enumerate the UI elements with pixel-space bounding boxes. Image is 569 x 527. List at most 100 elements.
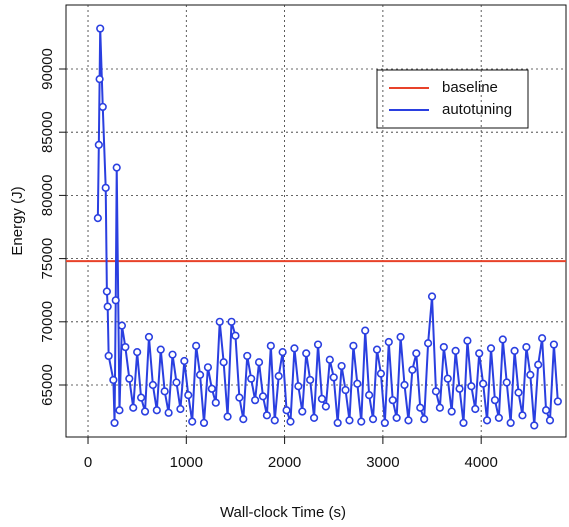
data-point <box>309 413 319 422</box>
data-point <box>227 317 236 326</box>
data-point <box>235 393 244 402</box>
data-point <box>195 370 205 379</box>
data-point <box>286 417 295 426</box>
x-tick-label: 4000 <box>464 454 497 471</box>
data-point <box>215 317 224 326</box>
data-point <box>278 348 287 357</box>
legend-label: baseline <box>442 79 498 96</box>
data-point <box>203 363 213 372</box>
data-point <box>365 391 374 400</box>
data-point <box>321 402 330 411</box>
data-point <box>384 337 393 347</box>
data-point <box>172 378 181 387</box>
data-point <box>254 358 264 367</box>
data-point <box>479 379 488 388</box>
y-tick-label: 70000 <box>39 301 56 343</box>
data-point <box>396 332 405 342</box>
data-point <box>262 411 272 420</box>
legend-box <box>376 69 529 129</box>
data-point <box>368 415 378 424</box>
data-point <box>420 415 429 424</box>
data-point <box>184 391 193 400</box>
data-point <box>482 416 492 425</box>
data-point <box>475 349 484 358</box>
data-point <box>180 356 189 366</box>
data-point <box>104 351 113 361</box>
y-tick-label: 90000 <box>39 48 56 90</box>
data-point <box>313 340 323 349</box>
data-point <box>494 413 503 422</box>
data-point <box>502 378 511 387</box>
data-point <box>412 349 421 358</box>
data-point <box>463 336 472 345</box>
data-point <box>306 375 315 385</box>
data-point <box>416 403 425 412</box>
data-point <box>258 392 268 401</box>
data-point <box>148 380 157 390</box>
data-point <box>325 355 334 364</box>
data-point <box>223 412 232 421</box>
data-point <box>388 396 397 405</box>
data-point <box>156 345 165 354</box>
x-tick-label: 0 <box>84 454 92 471</box>
data-point <box>211 398 220 407</box>
data-point <box>115 406 124 415</box>
data-point <box>329 373 338 382</box>
data-point <box>372 345 382 354</box>
data-point <box>435 403 444 412</box>
data-point <box>353 379 362 388</box>
legend-label: autotuning <box>442 101 512 118</box>
data-point <box>423 339 433 348</box>
data-point <box>376 369 386 378</box>
x-tick-label: 2000 <box>268 454 301 471</box>
data-point <box>251 396 260 405</box>
data-point <box>549 340 559 349</box>
data-point <box>443 374 452 383</box>
data-point <box>392 413 401 422</box>
data-point <box>333 418 342 428</box>
data-point <box>192 341 201 350</box>
data-point <box>534 360 543 369</box>
data-point <box>199 418 209 428</box>
data-point <box>408 365 417 374</box>
x-axis-title: Wall-clock Time (s) <box>220 504 346 521</box>
data-point <box>361 326 370 335</box>
data-point <box>129 403 138 412</box>
data-point <box>518 411 527 420</box>
data-point <box>109 375 118 385</box>
data-point <box>341 385 350 395</box>
data-point <box>121 342 130 352</box>
data-point <box>219 358 228 367</box>
data-point <box>345 416 354 425</box>
data-point <box>349 341 358 350</box>
x-tick-label: 3000 <box>366 454 399 471</box>
data-point <box>112 163 121 172</box>
data-point <box>231 331 240 340</box>
data-point <box>302 349 311 358</box>
data-point <box>144 332 154 342</box>
data-point <box>467 382 476 391</box>
data-point <box>459 418 468 428</box>
data-point <box>98 102 107 112</box>
data-point <box>510 346 519 355</box>
data-point <box>541 406 551 415</box>
data-point <box>110 418 119 428</box>
data-point <box>247 374 256 383</box>
data-point <box>102 287 111 296</box>
data-point <box>270 416 279 425</box>
data-point <box>101 183 110 192</box>
data-point <box>176 404 185 414</box>
data-point <box>357 417 366 426</box>
data-point <box>95 75 104 84</box>
data-point <box>136 393 146 402</box>
data-point <box>498 335 507 344</box>
data-point <box>298 407 307 416</box>
y-tick-label: 65000 <box>39 364 56 406</box>
data-point <box>207 384 216 393</box>
data-point <box>439 342 448 352</box>
data-point <box>168 350 177 359</box>
plot-frame <box>65 4 567 438</box>
data-point <box>451 346 460 355</box>
y-axis-title: Energy (J) <box>9 186 26 255</box>
